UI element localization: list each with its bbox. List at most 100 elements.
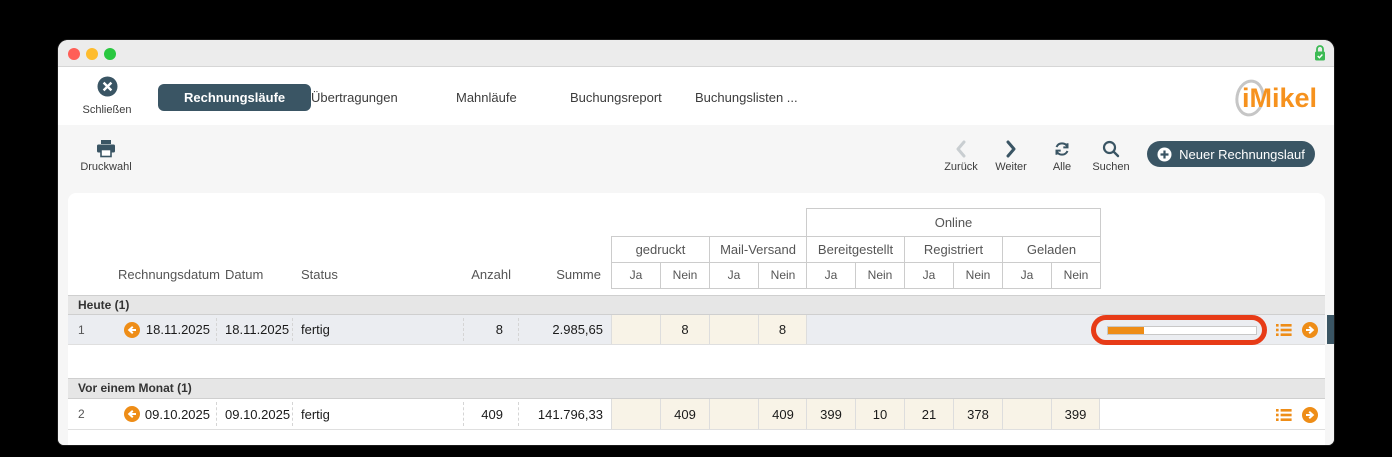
tab-uebertragungen[interactable]: Übertragungen: [311, 90, 398, 105]
imikel-logo: iMikel: [1234, 74, 1320, 118]
app-window: Schließen Rechnungsläufe Übertragungen M…: [58, 40, 1334, 445]
col-group-online: Online: [806, 208, 1101, 237]
tab-buchungsreport[interactable]: Buchungsreport: [570, 90, 662, 105]
details-list-icon[interactable]: [1276, 322, 1292, 338]
column-separator: [216, 402, 217, 426]
online-progress-fill: [1108, 327, 1144, 334]
refresh-all-label: Alle: [1052, 161, 1072, 173]
cell-mail-ja: [709, 315, 758, 344]
zoom-window-button[interactable]: [104, 48, 116, 60]
plus-circle-icon: [1157, 147, 1172, 161]
close-label: Schließen: [82, 104, 132, 116]
refresh-all-button[interactable]: Alle: [1040, 140, 1084, 173]
details-list-icon[interactable]: [1276, 407, 1292, 423]
search-icon: [1086, 140, 1136, 158]
col-group-registriert: Registriert: [904, 236, 1003, 263]
cell-mail-ja: [709, 399, 758, 429]
svg-text:iMikel: iMikel: [1242, 83, 1317, 113]
new-rechnungslauf-label: Neuer Rechnungslauf: [1179, 146, 1305, 162]
group-header-vor-einem-monat: Vor einem Monat (1): [68, 378, 1325, 399]
close-window-button[interactable]: [68, 48, 80, 60]
druckwahl-label: Druckwahl: [80, 161, 132, 173]
col-header-mail-nein: Nein: [758, 262, 808, 289]
column-separator: [292, 402, 293, 426]
cell-status: fertig: [301, 406, 330, 422]
group-header-heute: Heute (1): [68, 295, 1325, 315]
cell-summe: 2.985,65: [552, 322, 603, 337]
col-header-geladen-ja: Ja: [1002, 262, 1052, 289]
table-row[interactable]: 2 09.10.2025 09.10.2025 fertig 409 141.7…: [68, 399, 1325, 430]
goto-arrow-icon[interactable]: [1302, 322, 1318, 338]
col-header-summe[interactable]: Summe: [556, 267, 601, 282]
cell-rechnungsdatum: 09.10.2025: [144, 406, 210, 422]
col-header-reg-nein: Nein: [953, 262, 1003, 289]
content-area: Druckwahl Zurück Weiter All: [58, 125, 1334, 445]
col-header-anzahl[interactable]: Anzahl: [471, 267, 511, 282]
close-circle-icon: [97, 76, 117, 97]
col-header-datum[interactable]: Datum: [225, 267, 264, 282]
column-separator: [518, 318, 519, 341]
col-header-rechnungsdatum[interactable]: Rechnungsdatum: [118, 267, 220, 282]
search-button[interactable]: Suchen: [1086, 140, 1136, 173]
table-row[interactable]: 1 18.11.2025 18.11.2025 fertig 8 2.985,6…: [68, 315, 1325, 345]
cell-gedruckt-ja: [611, 399, 660, 429]
open-run-icon[interactable]: [124, 315, 140, 344]
printer-icon: [72, 140, 140, 158]
druckwahl-button[interactable]: Druckwahl: [72, 140, 140, 173]
cell-status: fertig: [301, 322, 330, 337]
col-group-gedruckt: gedruckt: [611, 236, 710, 263]
col-group-mail-versand: Mail-Versand: [709, 236, 807, 263]
tab-buchungslisten[interactable]: Buchungslisten ...: [695, 90, 798, 105]
chevron-right-icon: [988, 140, 1034, 158]
column-separator: [292, 318, 293, 341]
new-rechnungslauf-button[interactable]: Neuer Rechnungslauf: [1147, 141, 1315, 167]
col-header-bereit-ja: Ja: [806, 262, 856, 289]
selected-row-indicator: [1327, 315, 1334, 344]
cell-reg-nein: 378: [953, 399, 1002, 429]
cell-gedruckt-nein: 8: [660, 315, 709, 344]
online-progress-bar: [1107, 326, 1257, 335]
col-group-geladen: Geladen: [1002, 236, 1101, 263]
tab-bar: Schließen Rechnungsläufe Übertragungen M…: [58, 68, 1334, 125]
cell-geladen-ja: [1002, 399, 1051, 429]
lock-icon: [1315, 45, 1325, 61]
open-run-icon[interactable]: [124, 399, 140, 429]
col-header-status[interactable]: Status: [301, 267, 338, 282]
goto-arrow-icon[interactable]: [1302, 407, 1318, 423]
col-header-bereit-nein: Nein: [855, 262, 905, 289]
cell-rechnungsdatum: 18.11.2025: [145, 322, 210, 337]
refresh-icon: [1040, 140, 1084, 158]
cell-bereit-ja: 399: [806, 399, 855, 429]
forward-button[interactable]: Weiter: [988, 140, 1034, 173]
search-label: Suchen: [1092, 161, 1130, 173]
cell-geladen-nein: 399: [1051, 399, 1100, 429]
back-label: Zurück: [944, 161, 978, 173]
cell-gedruckt-nein: 409: [660, 399, 709, 429]
row-number: 2: [78, 407, 85, 421]
cell-datum: 18.11.2025: [225, 322, 290, 337]
col-header-geladen-nein: Nein: [1051, 262, 1101, 289]
tab-rechnungslaeufe[interactable]: Rechnungsläufe: [158, 84, 312, 111]
col-group-bereitgestellt: Bereitgestellt: [806, 236, 905, 263]
col-header-mail-ja: Ja: [709, 262, 759, 289]
rechnungslaeufe-table: Rechnungsdatum Datum Status Anzahl Summe…: [68, 193, 1325, 445]
column-separator: [463, 318, 464, 341]
cell-anzahl: 8: [495, 322, 503, 337]
col-header-gedruckt-nein: Nein: [660, 262, 710, 289]
tab-mahnlaeufe[interactable]: Mahnläufe: [456, 90, 517, 105]
cell-reg-ja: 21: [904, 399, 953, 429]
minimize-window-button[interactable]: [86, 48, 98, 60]
back-button[interactable]: Zurück: [938, 140, 984, 173]
column-separator: [518, 402, 519, 426]
cell-summe: 141.796,33: [537, 406, 603, 422]
column-separator: [463, 402, 464, 426]
col-header-reg-ja: Ja: [904, 262, 954, 289]
column-separator: [216, 318, 217, 341]
cell-mail-nein: 8: [758, 315, 807, 344]
titlebar: [58, 40, 1334, 67]
cell-mail-nein: 409: [758, 399, 807, 429]
cell-bereit-nein: 10: [855, 399, 904, 429]
close-module-button[interactable]: Schließen: [76, 76, 138, 116]
row-number: 1: [78, 322, 85, 337]
forward-label: Weiter: [995, 161, 1027, 173]
